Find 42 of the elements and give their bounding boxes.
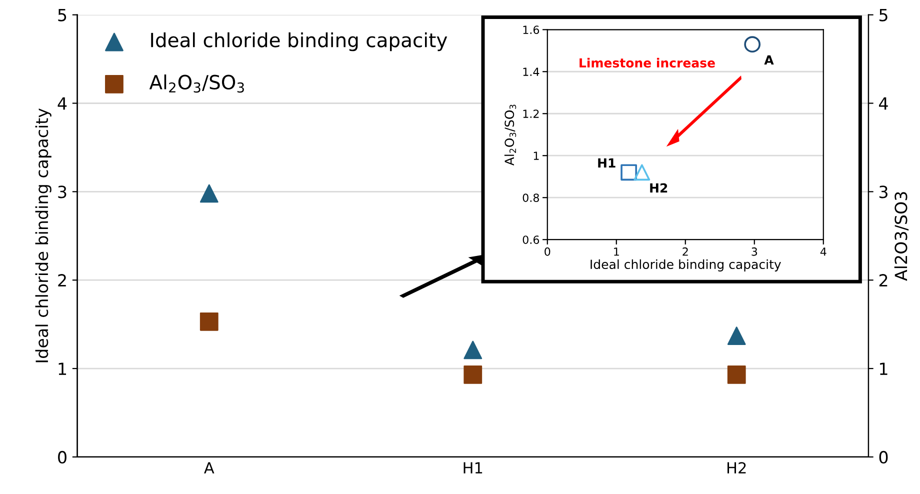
annotation: Limestone increase xyxy=(580,58,715,68)
x-tick-label: H2 xyxy=(728,462,746,474)
series-label: A xyxy=(764,55,774,64)
y-tick-label: 0 xyxy=(58,450,66,464)
y-axis-title: Ideal chloride binding capacity xyxy=(35,108,52,362)
legend-label: Al$_{2}$O$_{3}$/SO$_{3}$ xyxy=(149,74,244,93)
x-tick-label: 4 xyxy=(820,248,826,256)
series-label: H2 xyxy=(650,183,668,193)
y-tick-label: 1.2 xyxy=(523,110,539,118)
x-axis-title: Ideal chloride binding capacity xyxy=(590,259,781,272)
y2-tick-label: 0 xyxy=(879,450,888,464)
y-tick-label: 1.6 xyxy=(523,26,540,34)
y-tick-label: 1 xyxy=(58,362,66,375)
y-tick-label: 5 xyxy=(58,9,66,22)
series-label: H1 xyxy=(598,158,616,168)
point xyxy=(727,326,746,346)
y2-tick-label: 2 xyxy=(879,274,888,286)
x-tick-label: H1 xyxy=(464,462,482,474)
y-tick-label: 0.6 xyxy=(522,236,540,244)
y-tick-label: 2 xyxy=(58,274,66,286)
x-tick-label: 3 xyxy=(752,247,758,256)
y2-tick-label: 5 xyxy=(879,9,888,22)
y2-tick-label: 4 xyxy=(879,97,888,110)
x-tick-label: 1 xyxy=(614,248,619,256)
x-tick-label: 0 xyxy=(544,247,550,256)
point xyxy=(200,184,218,203)
point xyxy=(727,366,746,384)
y2-axis-title: Al2O3/SO3 xyxy=(894,192,909,281)
x-tick-label: A xyxy=(204,462,214,474)
y-tick-label: 3 xyxy=(58,186,66,198)
point xyxy=(464,366,482,384)
y-axis-title: Al$_{2}$O$_{3}$/SO$_{3}$ xyxy=(504,104,516,166)
y-tick-label: 1.4 xyxy=(523,68,540,76)
point xyxy=(200,312,218,331)
y-tick-label: 1 xyxy=(534,152,539,160)
y2-tick-label: 1 xyxy=(880,362,888,375)
point xyxy=(464,340,482,360)
y-tick-label: 0.8 xyxy=(522,194,539,202)
y-tick-label: 4 xyxy=(58,97,67,110)
y2-tick-label: 3 xyxy=(879,186,888,198)
legend-label: Ideal chloride binding capacity xyxy=(151,32,448,52)
x-tick-label: 2 xyxy=(682,247,688,256)
